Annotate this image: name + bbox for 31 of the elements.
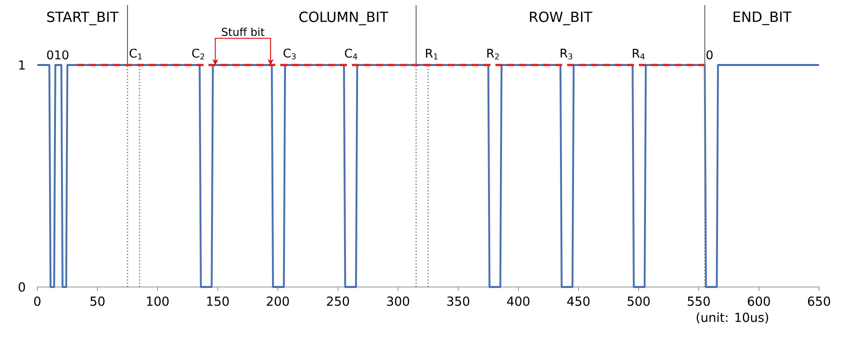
annotation: C$_{1}$ <box>130 48 142 60</box>
x-tick-label: 400 <box>507 296 530 306</box>
x-tick-label: 150 <box>207 296 229 306</box>
annotation: 010 <box>47 50 68 60</box>
x-tick-label: 50 <box>90 296 105 306</box>
x-tick-label: 300 <box>387 296 410 306</box>
x-tick-label: 650 <box>808 296 830 306</box>
x-axis-title: (unit: 10us) <box>696 312 768 324</box>
x-tick-label: 0 <box>34 296 40 306</box>
text: ROW_BIT <box>530 12 592 26</box>
x-tick-label: 350 <box>447 296 470 306</box>
text: COLUMN_BIT <box>299 12 388 26</box>
annotation: R$_{1}$ <box>426 48 438 60</box>
text: END_BIT <box>734 12 792 26</box>
annotation: R$_{4}$ <box>632 48 645 60</box>
x-tick-label: 500 <box>628 296 650 306</box>
y-tick-label: 1 <box>19 60 25 70</box>
annotation: C$_{4}$ <box>344 48 358 60</box>
annotation: C$_{2}$ <box>192 48 204 60</box>
x-tick-label: 200 <box>266 296 289 306</box>
annotation: 0 <box>706 50 713 60</box>
annotation: C$_{3}$ <box>284 48 296 60</box>
annotation: R$_{2}$ <box>487 48 499 60</box>
x-tick-label: 250 <box>326 296 350 306</box>
x-tick-label: 450 <box>567 296 590 306</box>
x-tick-label: 550 <box>688 296 710 306</box>
text: START_BIT <box>47 12 119 26</box>
x-tick-label: 600 <box>748 296 770 306</box>
x-tick-label: 100 <box>147 296 169 306</box>
annotation: Stuff bit <box>222 28 264 36</box>
annotation: R$_{3}$ <box>560 48 572 60</box>
